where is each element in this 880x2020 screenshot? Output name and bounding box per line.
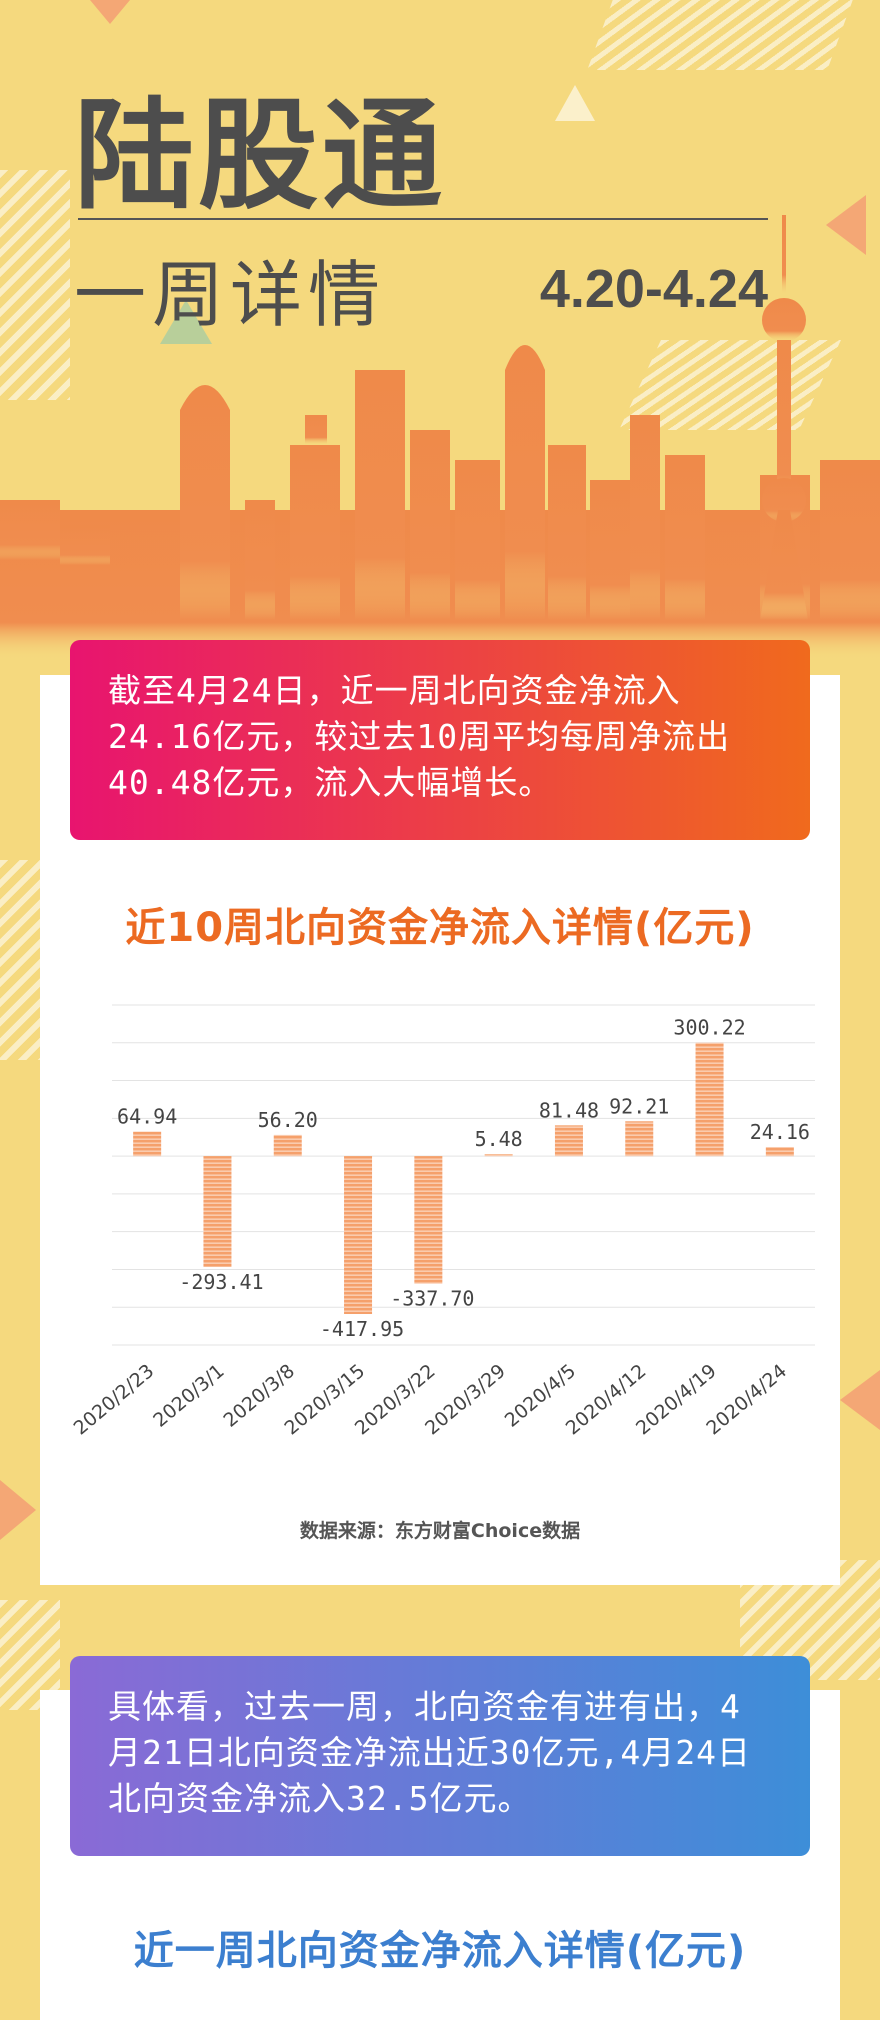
data-label: 56.20	[258, 1108, 318, 1132]
data-label: 5.48	[475, 1127, 523, 1151]
summary-callout-bottom: 具体看，过去一周，北向资金有进有出，4月21日北向资金净流出近30亿元,4月24…	[70, 1656, 810, 1856]
bar	[414, 1156, 443, 1284]
bar	[765, 1146, 794, 1157]
bar	[133, 1131, 162, 1157]
data-label: -417.95	[320, 1317, 404, 1341]
chart-title: 近10周北向资金净流入详情(亿元)	[125, 905, 755, 951]
summary-callout-top: 截至4月24日，近一周北向资金净流入24.16亿元，较过去10周平均每周净流出4…	[70, 640, 810, 840]
bar	[484, 1154, 513, 1157]
bg-triangle-decoration	[840, 1370, 880, 1430]
city-skyline-illustration	[0, 215, 880, 660]
bg-triangle-decoration	[0, 1480, 36, 1540]
data-label: -293.41	[179, 1270, 263, 1294]
bg-stripe-decoration	[587, 0, 853, 70]
data-label: 92.21	[609, 1094, 669, 1118]
page-subtitle: 一周详情	[74, 253, 387, 337]
page-title: 陆股通	[74, 87, 446, 226]
chart-2-title: 近一周北向资金净流入详情(亿元)	[133, 1928, 747, 1974]
data-label: 64.94	[117, 1105, 177, 1129]
bar	[273, 1134, 302, 1157]
bar	[203, 1156, 232, 1267]
bar	[344, 1156, 373, 1315]
bg-triangle-decoration	[160, 300, 212, 344]
date-range: 4.20-4.24	[539, 259, 768, 319]
bg-stripe-decoration	[0, 860, 40, 1060]
data-label: 81.48	[539, 1098, 599, 1122]
data-label: -337.70	[390, 1287, 474, 1311]
bg-stripe-decoration	[0, 170, 70, 400]
data-label: 24.16	[750, 1120, 810, 1144]
title-divider	[78, 218, 768, 220]
bg-triangle-decoration	[90, 0, 130, 24]
x-tick-label: 2020/3/1	[149, 1360, 229, 1432]
x-tick-label: 2020/2/23	[70, 1360, 159, 1439]
bar-chart: 64.942020/2/23-293.412020/3/156.202020/3…	[70, 1004, 815, 1439]
bar	[625, 1121, 654, 1157]
bg-triangle-decoration	[826, 195, 866, 255]
data-label: 300.22	[673, 1016, 745, 1040]
data-source-note: 数据来源：东方财富Choice数据	[299, 1520, 581, 1542]
bar	[695, 1042, 724, 1157]
bar	[554, 1125, 583, 1157]
bg-triangle-decoration	[555, 85, 595, 121]
